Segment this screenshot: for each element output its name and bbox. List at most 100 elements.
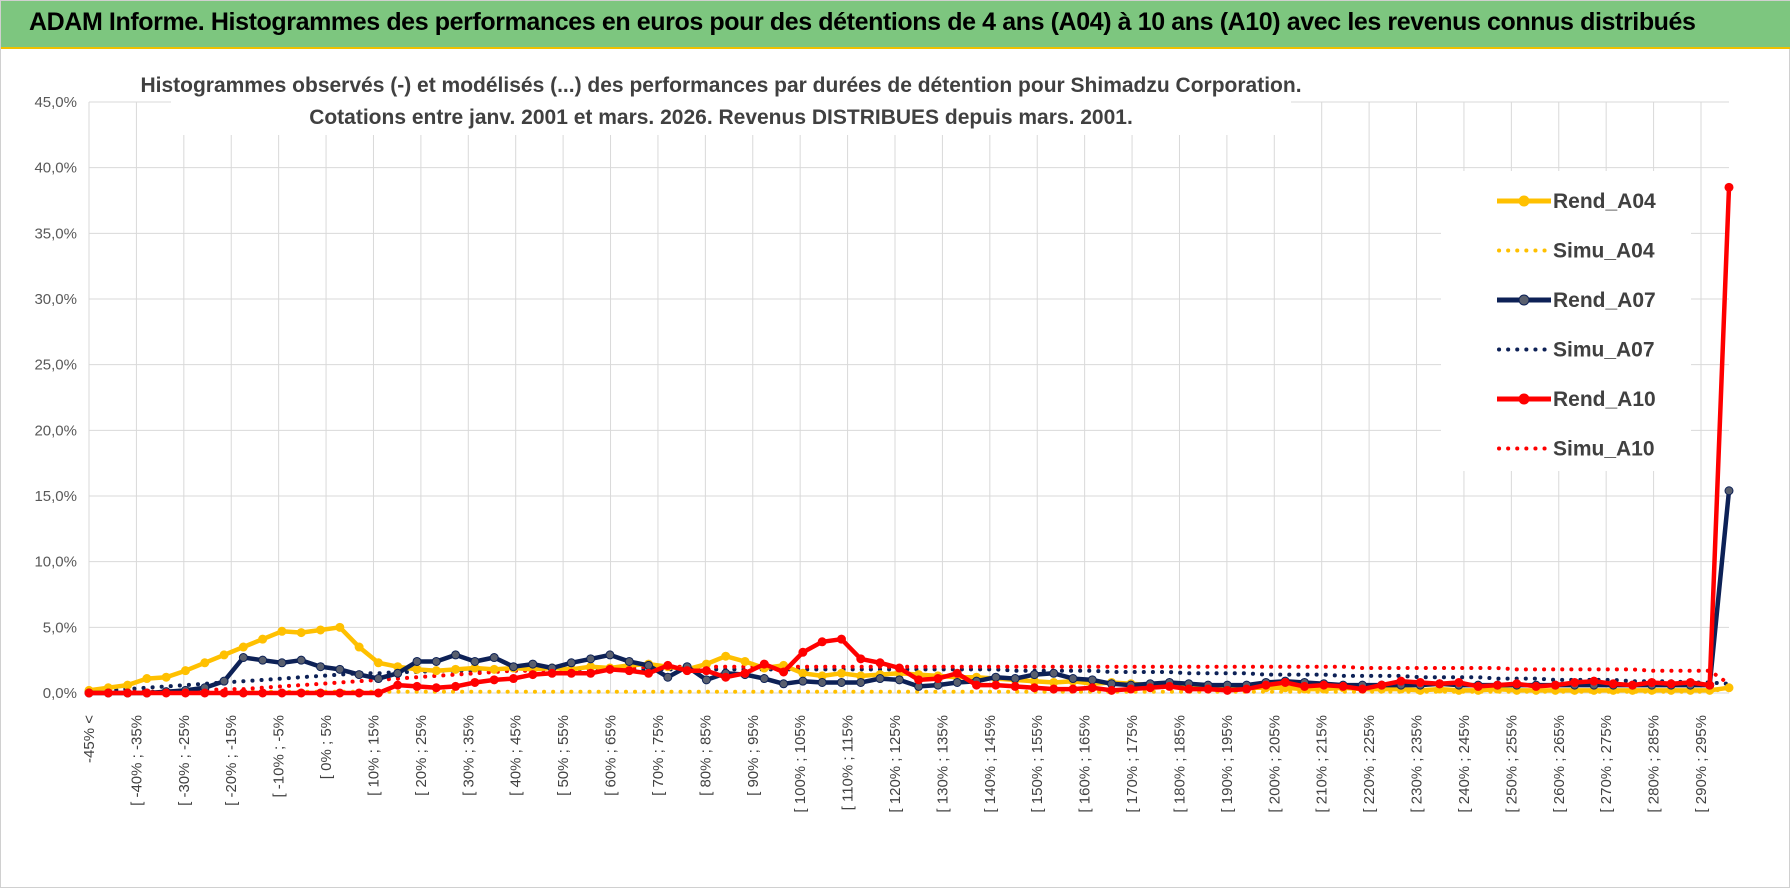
rend-a10-point [740,668,750,678]
rend-a10-point [489,675,499,685]
x-tick-label: [ -20% ; -15% [223,715,240,806]
rend-a07-point [354,670,364,680]
x-tick-label: [ -40% ; -35% [128,715,145,806]
x-tick-label: [ 20% ; 25% [413,715,430,796]
rend-a10-point [393,680,403,690]
rend-a10-point [701,666,711,676]
y-tick-label: 30,0% [34,291,77,308]
rend-a10-point [586,668,596,678]
rend-a10-point [354,688,364,698]
x-tick-label: [ 40% ; 45% [508,715,525,796]
x-tick-label: [ 130% ; 135% [934,715,951,813]
rend-a10-point [875,658,885,668]
rend-a10-point [798,647,808,657]
rend-a07-line [89,490,1732,696]
rend-a04-point [373,658,383,668]
rend-a10-point [1184,684,1194,694]
x-tick-label: [ 100% ; 105% [792,715,809,813]
x-tick-label: [ 70% ; 75% [650,715,667,796]
rend-a07-point [470,656,480,666]
x-tick-label: [ 140% ; 145% [982,715,999,813]
rend-a10-point [1126,684,1136,694]
x-tick-label: [ 170% ; 175% [1124,715,1141,813]
rend-a10-point [1512,679,1522,689]
rend-a07-point [431,656,441,666]
rend-a07-point [335,664,345,674]
rend-a10-point [856,654,866,664]
rend-a10-point [1396,676,1406,686]
rend-a04-point [798,668,808,678]
rend-a10-point [431,683,441,693]
x-tick-label: [ 220% ; 225% [1361,715,1378,813]
rend-a04-point [451,664,461,674]
x-tick-label: [ -10% ; -5% [271,715,288,798]
rend-a07-point [566,658,576,668]
rend-a10-point [547,668,557,678]
x-tick-label: [ 0% ; 5% [318,715,335,779]
rend-a07-point [894,675,904,685]
rend-a10-point [1608,679,1618,689]
x-tick-label: [ 210% ; 215% [1314,715,1331,813]
rend-a10-point [528,670,538,680]
x-tick-label: [ 120% ; 125% [887,715,904,813]
report-banner: ADAM Informe. Histogrammes des performan… [1,1,1790,49]
rend-a07-point [624,656,634,666]
x-tick-label: [ 230% ; 235% [1409,715,1426,813]
rend-a10-point [1415,677,1425,687]
rend-a10-point [180,688,190,698]
y-tick-label: 45,0% [34,94,77,111]
rend-a10-point [721,672,731,682]
rend-a07-point [277,658,287,668]
x-tick-label: [ 260% ; 265% [1551,715,1568,813]
legend-label-rend-a07: Rend_A07 [1553,289,1656,312]
y-tick-label: 5,0% [43,619,77,636]
rend-a10-point [1145,683,1155,693]
rend-a10-point [1261,680,1271,690]
rend-a07-point [875,674,885,684]
rend-a07-point [489,653,499,663]
rend-a07-point [663,672,673,682]
rend-a10-point [682,666,692,676]
rend-a07-point [258,655,268,665]
rend-a10-point [1280,677,1290,687]
rend-a10-point [335,688,345,698]
rend-a07-point [836,677,846,687]
rend-a07-point [219,676,229,686]
rend-a07-point [1087,675,1097,685]
rend-a10-point [1666,679,1676,689]
rend-a04-point [258,634,268,644]
x-tick-label: [ 290% ; 295% [1693,715,1710,813]
rend-a10-point [1319,680,1329,690]
rend-a07-point [412,656,422,666]
rend-a07-point [701,675,711,685]
rend-a07-point [451,650,461,660]
rend-a07-point [586,654,596,664]
rend-a07-point [991,672,1001,682]
rend-a10-point [1724,182,1734,192]
x-tick-label: [ 200% ; 205% [1266,715,1283,813]
rend-a04-point [161,672,171,682]
rend-a07-point [1029,670,1039,680]
rend-a10-point [914,675,924,685]
rend-a10-point [161,688,171,698]
rend-a04-point [836,668,846,678]
legend-label-simu-a10: Simu_A10 [1553,438,1655,461]
rend-a07-point [508,662,518,672]
x-tick-label: [ 90% ; 95% [745,715,762,796]
legend-label-simu-a07: Simu_A07 [1553,339,1655,362]
x-tick-label: [ 270% ; 275% [1598,715,1615,813]
rend-a10-point [1357,684,1367,694]
legend-label-simu-a04: Simu_A04 [1553,240,1655,263]
rend-a10-point [1685,677,1695,687]
rend-a07-point [644,660,654,670]
rend-a07-point [316,662,326,672]
rend-a10-point [1705,680,1715,690]
rend-a10-point [933,674,943,684]
rend-a10-point [1435,679,1445,689]
rend-a10-point [451,681,461,691]
x-tick-label: [ 240% ; 245% [1456,715,1473,813]
rend-a04-point [721,651,731,661]
rend-a07-point [856,677,866,687]
legend-marker-rend-a10 [1518,393,1530,405]
